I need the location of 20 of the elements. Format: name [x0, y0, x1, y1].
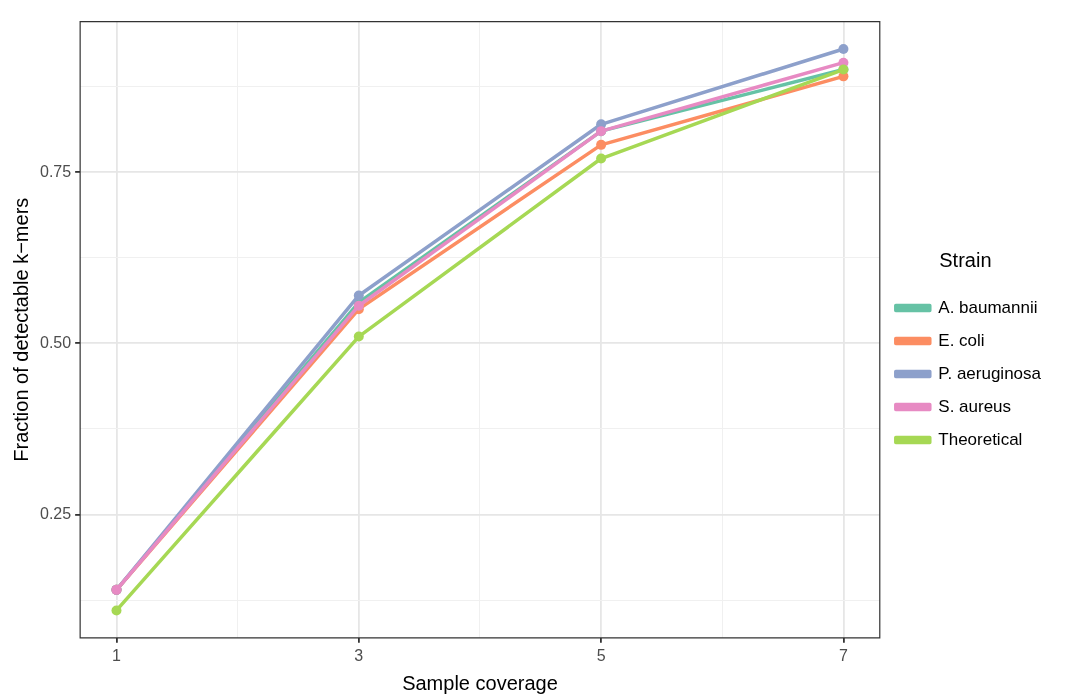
legend-label: P. aeruginosa	[938, 363, 1042, 383]
point	[838, 43, 849, 54]
point	[596, 153, 607, 164]
x-tick-label: 3	[354, 646, 364, 664]
y-tick-label: 0.25	[40, 504, 72, 522]
y-axis-title: Fraction of detectable k−mers	[9, 197, 32, 462]
x-tick-label: 1	[112, 646, 122, 664]
text: 0.50	[40, 333, 72, 351]
x-tick-label: 5	[596, 646, 606, 664]
legend-label: E. coli	[938, 330, 985, 350]
legend-label: Theoretical	[938, 429, 1023, 449]
legend-title: Strain	[939, 249, 992, 272]
y-tick-label: 0.75	[40, 162, 72, 180]
legend-label: A. baumannii	[938, 297, 1038, 317]
legend-label: S. aureus	[938, 396, 1012, 416]
x-axis-title: Sample coverage	[402, 671, 558, 694]
point	[353, 331, 364, 342]
x-tick-label: 7	[838, 646, 848, 664]
point	[111, 605, 122, 616]
point	[596, 139, 607, 150]
